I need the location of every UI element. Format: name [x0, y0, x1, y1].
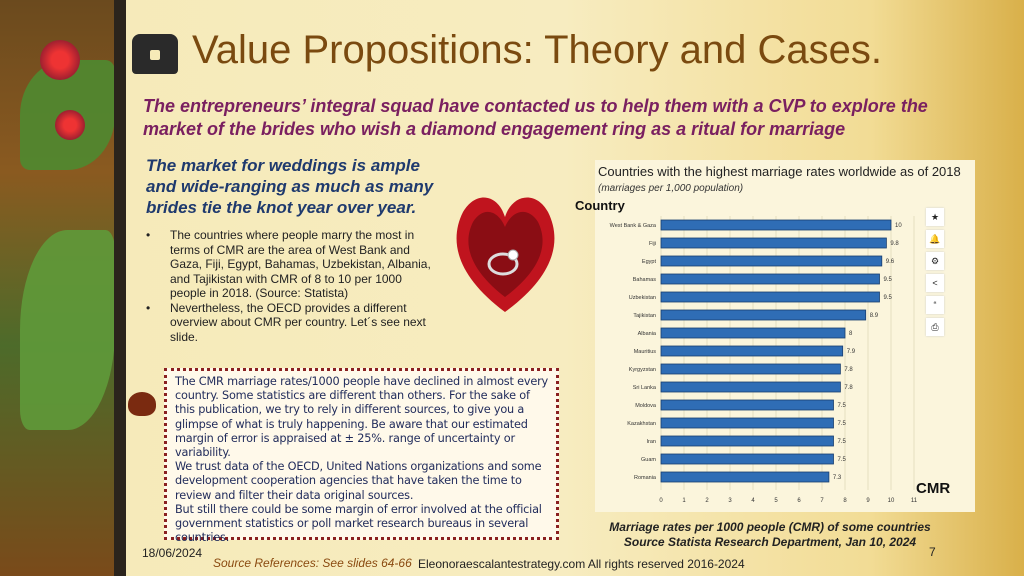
y-tick-label: West Bank & Gaza: [610, 223, 657, 229]
page-title: Value Propositions: Theory and Cases.: [192, 28, 883, 72]
x-tick-label: 8: [843, 498, 847, 504]
y-tick-label: Tajikistan: [633, 313, 656, 319]
data-label: 9.5: [884, 295, 893, 301]
y-tick-label: Fiji: [649, 241, 656, 247]
bar-chart: 0 1 2 3 4 5 6 7 8 9 10 11 West Bank & Gaza 10 Fiji 9.8 E…: [610, 216, 918, 504]
y-tick-label: Kazakhstan: [627, 421, 656, 427]
data-label: 7.9: [847, 349, 856, 355]
data-label: 7.8: [844, 367, 853, 373]
treasure-chest-icon: [132, 34, 178, 74]
bar: [660, 471, 830, 483]
chart-caption: Marriage rates per 1000 people (CMR) of …: [560, 520, 980, 550]
bullet-item: Nevertheless, the OECD provides a differ…: [146, 301, 436, 345]
x-tick-label: 2: [705, 498, 709, 504]
bar: [660, 237, 887, 249]
bar: [660, 381, 841, 393]
x-tick-label: 11: [911, 498, 918, 504]
bar: [660, 399, 834, 411]
bar: [660, 345, 844, 357]
ring-box-image: [456, 197, 555, 312]
x-tick-label: 1: [682, 498, 686, 504]
data-label: 7.5: [838, 457, 847, 463]
data-label: 8: [849, 331, 853, 337]
footer-copyright: Eleonoraescalantestrategy.com All rights…: [418, 557, 745, 571]
x-tick-label: 4: [751, 498, 755, 504]
share-icon[interactable]: <: [926, 274, 944, 292]
data-label: 7.8: [844, 385, 853, 391]
bar: [660, 255, 883, 267]
y-tick-label: Moldova: [635, 403, 657, 409]
x-tick-label: 9: [866, 498, 870, 504]
bar: [660, 219, 892, 231]
data-label: 10: [895, 223, 902, 229]
bullet-list: The countries where people marry the mos…: [146, 228, 436, 344]
bullet-item: The countries where people marry the mos…: [146, 228, 436, 301]
data-label: 8.9: [870, 313, 879, 319]
chart-subtitle: (marriages per 1,000 population): [598, 183, 744, 194]
bar: [660, 435, 834, 447]
y-axis-label: Country: [575, 198, 625, 213]
y-tick-label: Egypt: [642, 259, 657, 265]
x-tick-label: 7: [820, 498, 824, 504]
y-tick-label: Mauritius: [634, 349, 657, 355]
caption-line: Marriage rates per 1000 people (CMR) of …: [609, 520, 931, 534]
note-paragraph: We trust data of the OECD, United Nation…: [175, 460, 542, 502]
bar: [660, 309, 867, 321]
data-label: 9.8: [890, 241, 899, 247]
quote-icon[interactable]: “: [926, 296, 944, 314]
data-label: 7.5: [838, 421, 847, 427]
leaf-decoration: [20, 230, 115, 430]
data-label: 7.5: [838, 403, 847, 409]
y-tick-label: Sri Lanka: [633, 385, 657, 391]
chart-toolbar: ★ 🔔 ⚙ < “ ⎙: [926, 208, 948, 340]
x-tick-label: 5: [774, 498, 778, 504]
data-label: 7.5: [838, 439, 847, 445]
note-paragraph: But still there could be some margin of …: [175, 502, 542, 545]
oyster-pearl-icon: [128, 392, 156, 416]
y-tick-label: Kyrgyzstan: [629, 367, 656, 373]
decorative-leaf-strip: [0, 0, 118, 576]
y-tick-label: Guam: [641, 457, 656, 463]
bar: [660, 273, 880, 285]
bar: [660, 417, 834, 429]
bar: [660, 363, 841, 375]
x-tick-label: 3: [728, 498, 732, 504]
flower-decoration: [55, 110, 85, 140]
bar: [660, 291, 880, 303]
bar: [660, 453, 834, 465]
subtitle: The entrepreneurs’ integral squad have c…: [143, 96, 928, 139]
print-icon[interactable]: ⎙: [926, 318, 944, 336]
cmr-label: CMR: [916, 480, 951, 497]
disclaimer-note: The CMR marriage rates/1000 people have …: [164, 368, 559, 544]
y-tick-label: Bahamas: [633, 277, 656, 283]
data-label: 7.3: [833, 475, 842, 481]
bar: [660, 327, 846, 339]
y-tick-label: Albania: [638, 331, 657, 337]
caption-line: Source Statista Research Department, Jan…: [623, 535, 917, 549]
y-tick-label: Romania: [634, 475, 657, 481]
x-tick-label: 0: [659, 498, 663, 504]
footer-date: 18/06/2024: [142, 546, 203, 560]
data-label: 9.6: [886, 259, 895, 265]
section-heading: The market for weddings is ample and wid…: [146, 156, 434, 217]
bell-icon[interactable]: 🔔: [926, 230, 944, 248]
note-paragraph: The CMR marriage rates/1000 people have …: [175, 375, 549, 460]
divider: [114, 0, 126, 576]
flower-decoration: [40, 40, 80, 80]
x-tick-label: 6: [797, 498, 801, 504]
x-tick-label: 10: [888, 498, 895, 504]
star-icon[interactable]: ★: [926, 208, 944, 226]
footer-source: Source References: See slides 64-66: [213, 556, 412, 570]
chart-title: Countries with the highest marriage rate…: [598, 164, 961, 179]
page-number: 7: [929, 545, 936, 559]
gear-icon[interactable]: ⚙: [926, 252, 944, 270]
y-tick-label: Iran: [647, 439, 656, 445]
data-label: 9.5: [884, 277, 893, 283]
y-tick-label: Uzbekistan: [629, 295, 656, 301]
